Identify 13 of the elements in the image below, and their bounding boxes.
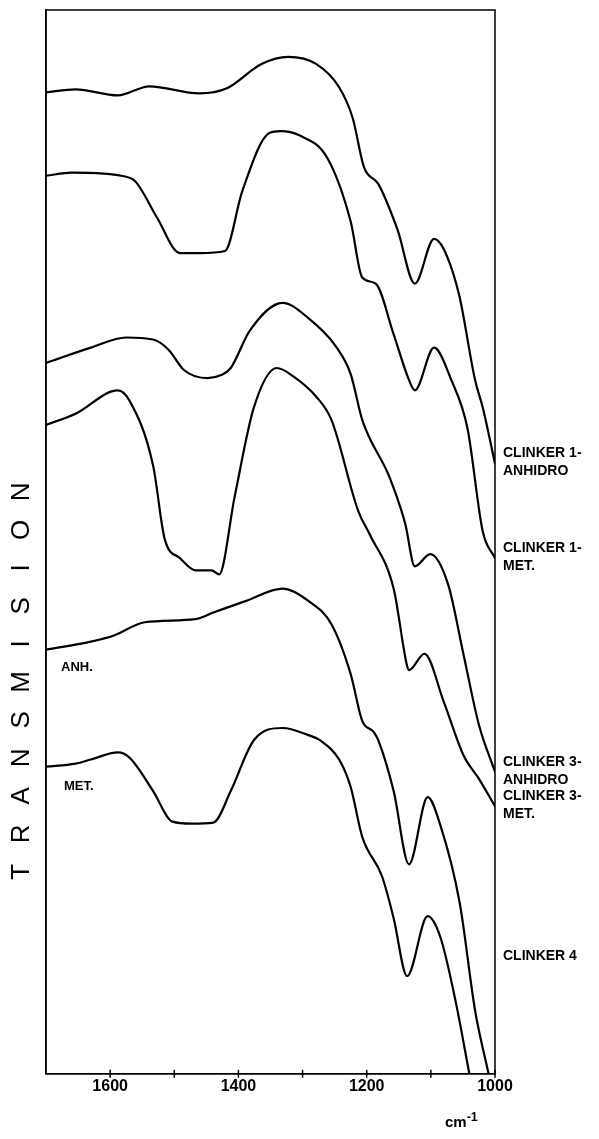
x-tick-label: 1200 bbox=[348, 1076, 385, 1094]
x-axis-title: cm$^{-1}$ bbox=[445, 1110, 478, 1130]
text: CLINKER 4 bbox=[503, 946, 578, 963]
series-label: CLINKER 3- ANHIDRO bbox=[503, 752, 582, 787]
annotation: MET. bbox=[64, 778, 94, 794]
text: TRANSMISION bbox=[5, 482, 36, 880]
x-tick-label: 1600 bbox=[92, 1076, 129, 1094]
series-label: CLINKER 1- ANHIDRO bbox=[503, 444, 582, 479]
x-tick-label: 1000 bbox=[477, 1076, 513, 1094]
annotation: ANH. bbox=[61, 659, 93, 675]
series-label: CLINKER 1- MET. bbox=[503, 539, 582, 574]
series-label: CLINKER 3- MET. bbox=[503, 787, 582, 822]
x-tick-label: 1400 bbox=[220, 1076, 257, 1094]
